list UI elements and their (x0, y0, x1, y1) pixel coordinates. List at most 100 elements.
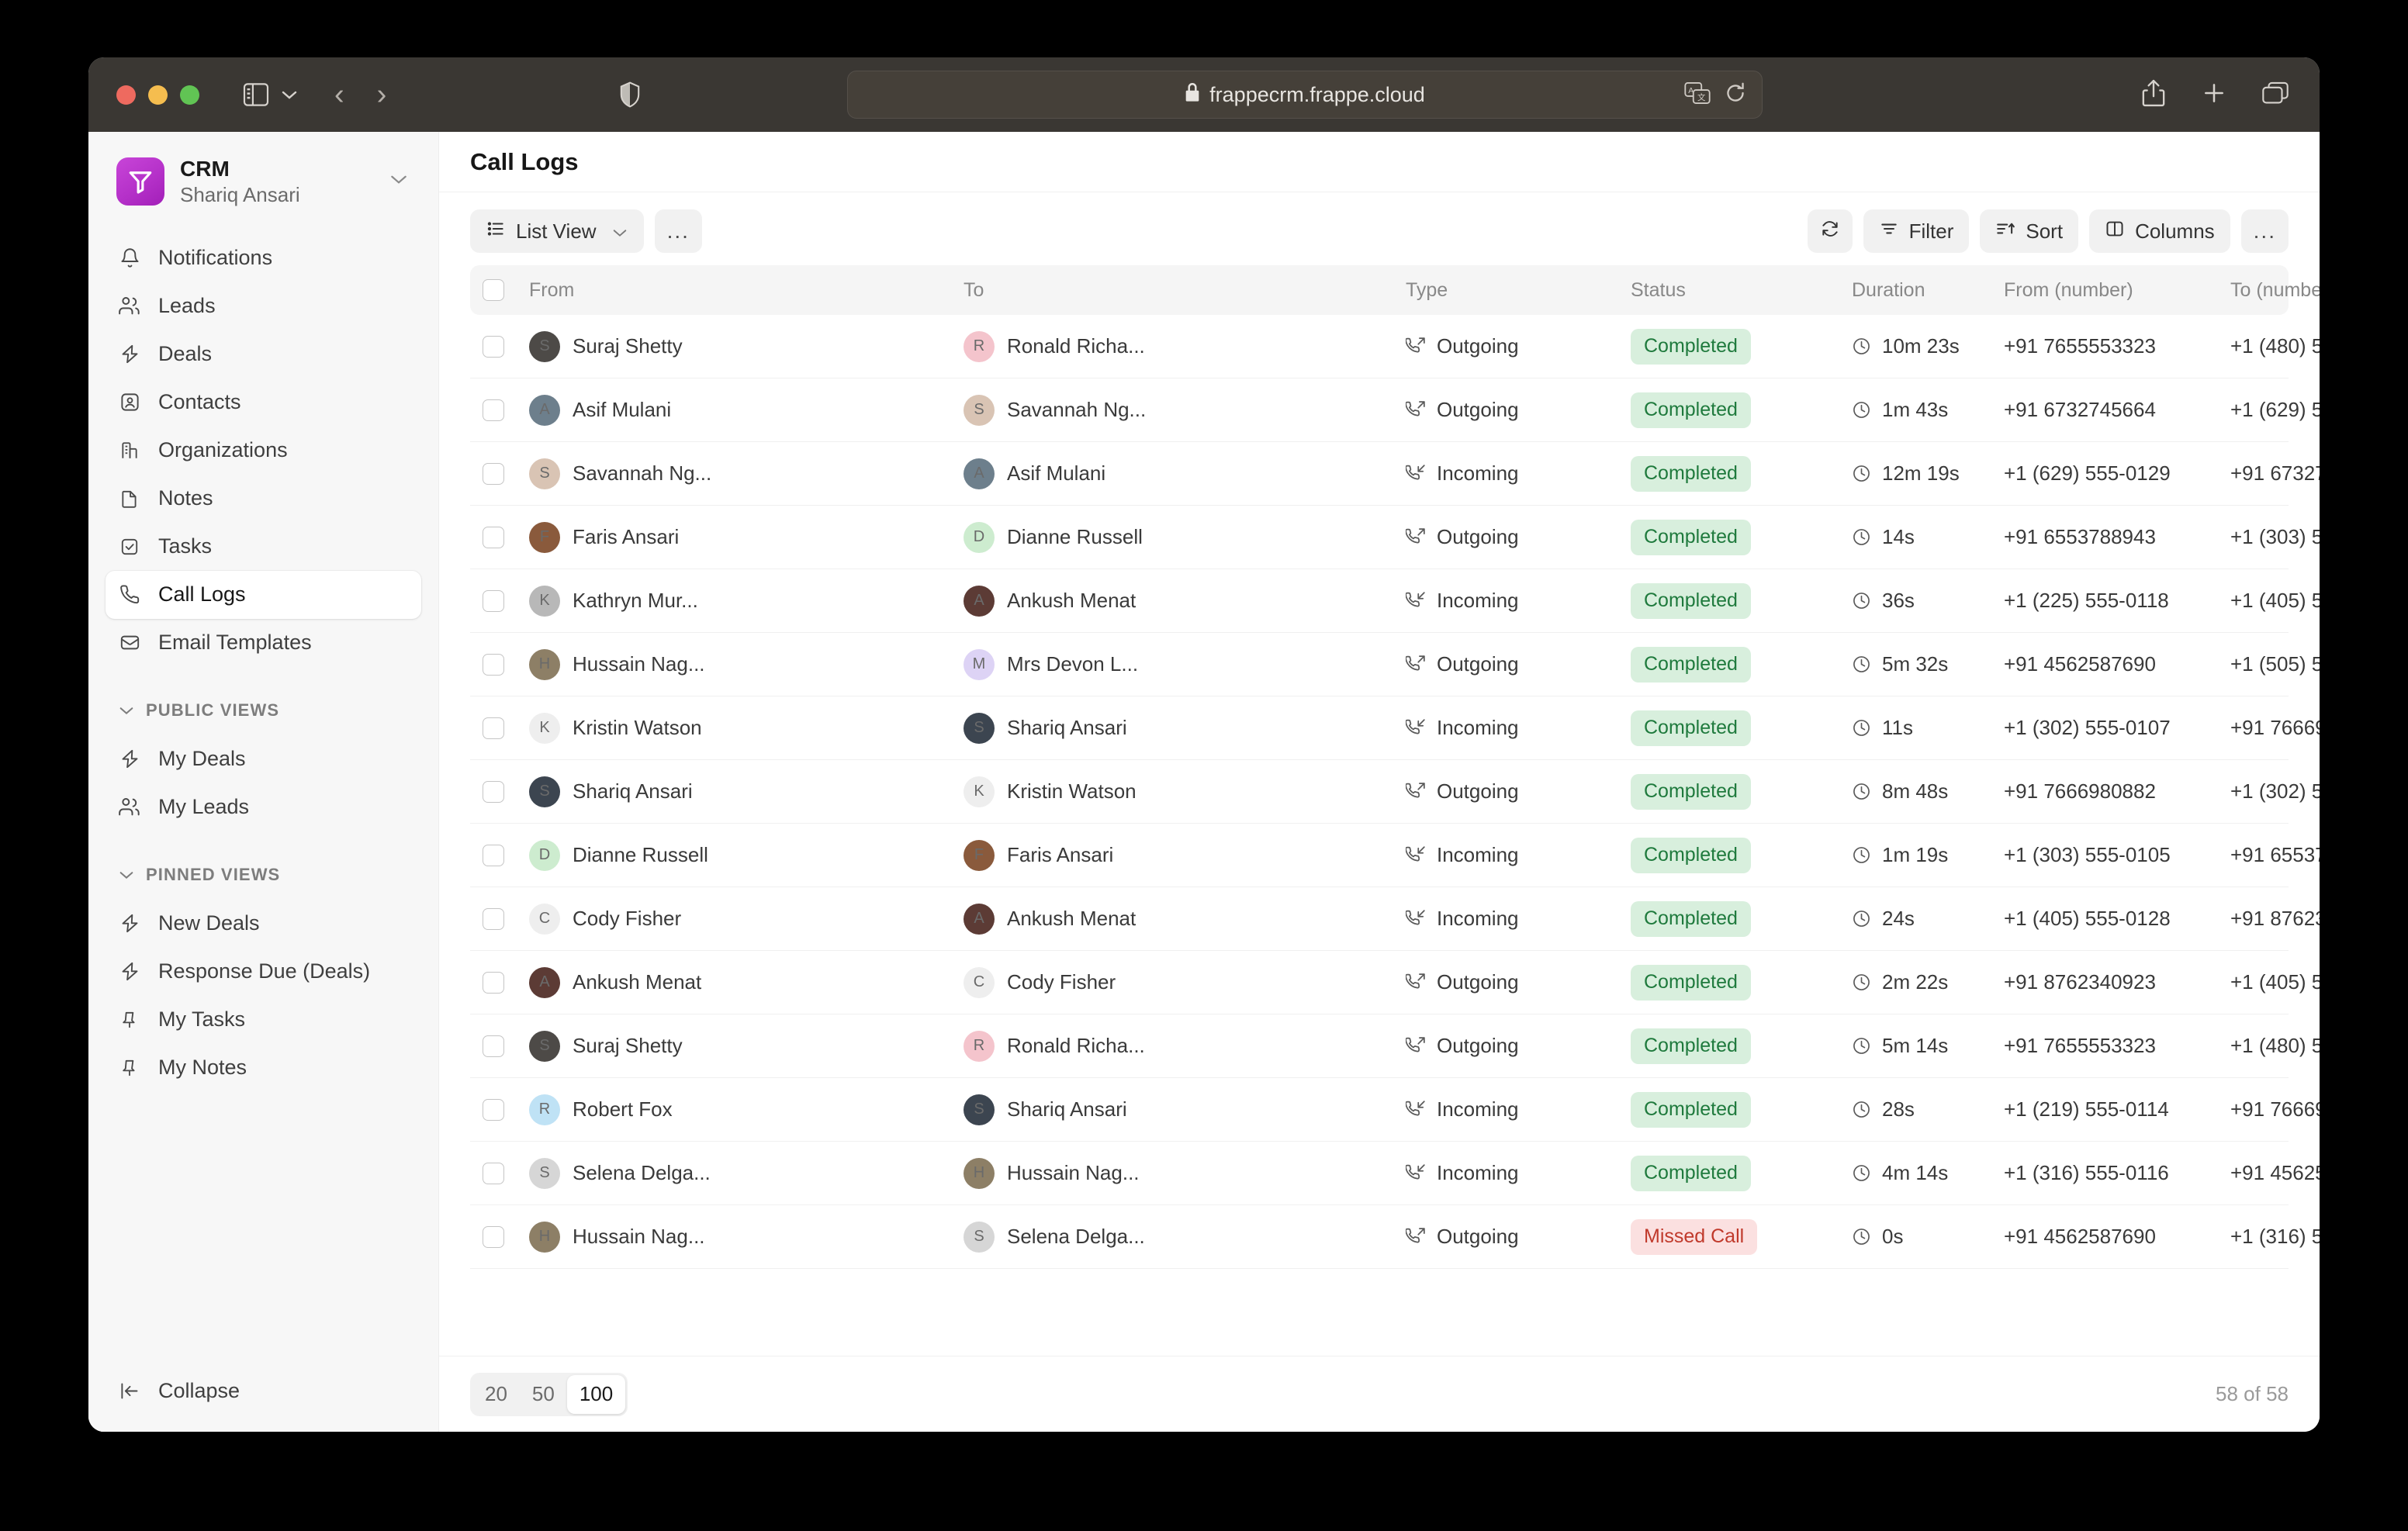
row-checkbox[interactable] (483, 717, 504, 739)
cell-to[interactable]: A Ankush Menat (964, 903, 1406, 935)
cell-to[interactable]: S Shariq Ansari (964, 712, 1406, 744)
row-checkbox[interactable] (483, 1035, 504, 1057)
row-checkbox[interactable] (483, 399, 504, 421)
sidebar-item-call-logs[interactable]: Call Logs (106, 570, 421, 619)
cell-to[interactable]: H Hussain Nag... (964, 1157, 1406, 1189)
public-views-section-header[interactable]: PUBLIC VIEWS (106, 690, 421, 731)
cell-from[interactable]: A Asif Mulani (529, 394, 964, 426)
row-checkbox[interactable] (483, 907, 504, 930)
filter-button[interactable]: Filter (1863, 209, 1970, 253)
page-size-100[interactable]: 100 (566, 1374, 626, 1414)
table-row[interactable]: S Savannah Ng... A Asif Mulani Incoming Compl… (470, 442, 2320, 506)
cell-to[interactable]: S Savannah Ng... (964, 394, 1406, 426)
table-row[interactable]: K Kathryn Mur... A Ankush Menat Incoming Comp… (470, 569, 2320, 633)
table-row[interactable]: H Hussain Nag... M Mrs Devon L... Outgoing Co… (470, 633, 2320, 696)
sidebar-item-email-templates[interactable]: Email Templates (106, 619, 421, 667)
forward-arrow-icon[interactable]: › (376, 78, 387, 111)
maximize-window-button[interactable] (180, 85, 199, 105)
list-view-more-button[interactable]: ... (654, 209, 702, 253)
sidebar-item-contacts[interactable]: Contacts (106, 378, 421, 427)
page-size-50[interactable]: 50 (520, 1375, 567, 1414)
table-row[interactable]: R Robert Fox S Shariq Ansari Incoming Complet… (470, 1078, 2320, 1142)
sidebar-item-my-notes[interactable]: My Notes (106, 1044, 421, 1092)
shield-icon[interactable] (619, 81, 641, 108)
cell-from[interactable]: H Hussain Nag... (529, 648, 964, 680)
row-checkbox[interactable] (483, 1225, 504, 1248)
cell-from[interactable]: H Hussain Nag... (529, 1221, 964, 1253)
table-row[interactable]: H Hussain Nag... S Selena Delga... Outgoing M… (470, 1205, 2320, 1269)
cell-from[interactable]: C Cody Fisher (529, 903, 964, 935)
table-row[interactable]: F Faris Ansari D Dianne Russell Outgoing Comp… (470, 506, 2320, 569)
plus-icon[interactable] (2202, 81, 2226, 109)
cell-from[interactable]: S Shariq Ansari (529, 776, 964, 807)
cell-from[interactable]: K Kristin Watson (529, 712, 964, 744)
cell-to[interactable]: S Selena Delga... (964, 1221, 1406, 1253)
sidebar-item-organizations[interactable]: Organizations (106, 427, 421, 475)
column-header-to-number[interactable]: To (number) (2230, 278, 2320, 301)
sidebar-item-tasks[interactable]: Tasks (106, 523, 421, 571)
sidebar-item-notifications[interactable]: Notifications (106, 234, 421, 282)
refresh-button[interactable] (1807, 209, 1853, 253)
minimize-window-button[interactable] (148, 85, 168, 105)
sidebar-item-new-deals[interactable]: New Deals (106, 900, 421, 948)
sort-button[interactable]: Sort (1980, 209, 2079, 253)
cell-to[interactable]: M Mrs Devon L... (964, 648, 1406, 680)
sidebar-item-notes[interactable]: Notes (106, 475, 421, 523)
table-row[interactable]: A Asif Mulani S Savannah Ng... Outgoing Compl… (470, 378, 2320, 442)
column-header-from[interactable]: From (529, 278, 575, 301)
column-header-status[interactable]: Status (1631, 278, 1686, 301)
page-size-20[interactable]: 20 (472, 1375, 520, 1414)
pinned-views-section-header[interactable]: PINNED VIEWS (106, 855, 421, 895)
cell-to[interactable]: A Asif Mulani (964, 458, 1406, 489)
row-checkbox[interactable] (483, 780, 504, 803)
sidebar-item-response-due-deals[interactable]: Response Due (Deals) (106, 948, 421, 996)
collapse-sidebar-button[interactable]: Collapse (106, 1367, 421, 1415)
cell-to[interactable]: S Shariq Ansari (964, 1094, 1406, 1125)
cell-from[interactable]: S Savannah Ng... (529, 458, 964, 489)
row-checkbox[interactable] (483, 589, 504, 612)
select-all-checkbox[interactable] (483, 279, 504, 301)
cell-from[interactable]: S Suraj Shetty (529, 1030, 964, 1062)
sidebar-toggle-icon[interactable] (243, 83, 269, 106)
column-header-to[interactable]: To (964, 278, 984, 301)
cell-from[interactable]: D Dianne Russell (529, 839, 964, 871)
sidebar-item-leads[interactable]: Leads (106, 282, 421, 330)
cell-to[interactable]: K Kristin Watson (964, 776, 1406, 807)
chevron-down-icon[interactable] (280, 85, 299, 105)
table-row[interactable]: S Shariq Ansari K Kristin Watson Outgoing Com… (470, 760, 2320, 824)
cell-from[interactable]: R Robert Fox (529, 1094, 964, 1125)
table-row[interactable]: S Suraj Shetty R Ronald Richa... Outgoing Com… (470, 1014, 2320, 1078)
cell-to[interactable]: A Ankush Menat (964, 585, 1406, 617)
sidebar-item-my-deals[interactable]: My Deals (106, 735, 421, 783)
row-checkbox[interactable] (483, 462, 504, 485)
cell-to[interactable]: F Faris Ansari (964, 839, 1406, 871)
sidebar-item-my-tasks[interactable]: My Tasks (106, 996, 421, 1044)
cell-to[interactable]: C Cody Fisher (964, 966, 1406, 998)
table-row[interactable]: C Cody Fisher A Ankush Menat Incoming Complet… (470, 887, 2320, 951)
table-row[interactable]: A Ankush Menat C Cody Fisher Outgoing Complet… (470, 951, 2320, 1014)
cell-from[interactable]: K Kathryn Mur... (529, 585, 964, 617)
table-row[interactable]: D Dianne Russell F Faris Ansari Incoming Comp… (470, 824, 2320, 887)
row-checkbox[interactable] (483, 1162, 504, 1184)
table-row[interactable]: S Suraj Shetty R Ronald Richa... Outgoing Com… (470, 315, 2320, 378)
column-header-duration[interactable]: Duration (1852, 278, 1925, 301)
cell-to[interactable]: R Ronald Richa... (964, 1030, 1406, 1062)
reload-icon[interactable] (1725, 81, 1746, 109)
list-more-options-button[interactable]: ... (2240, 209, 2289, 253)
columns-button[interactable]: Columns (2089, 209, 2230, 253)
address-bar[interactable]: frappecrm.frappe.cloud A 文 (847, 71, 1763, 119)
share-icon[interactable] (2141, 79, 2166, 111)
back-arrow-icon[interactable]: ‹ (334, 78, 344, 111)
row-checkbox[interactable] (483, 1098, 504, 1121)
table-row[interactable]: K Kristin Watson S Shariq Ansari Incoming Com… (470, 696, 2320, 760)
row-checkbox[interactable] (483, 844, 504, 866)
column-header-from-number[interactable]: From (number) (2004, 278, 2133, 301)
sidebar-item-my-leads[interactable]: My Leads (106, 783, 421, 831)
cell-to[interactable]: R Ronald Richa... (964, 330, 1406, 362)
close-window-button[interactable] (116, 85, 136, 105)
row-checkbox[interactable] (483, 653, 504, 676)
cell-from[interactable]: F Faris Ansari (529, 521, 964, 553)
sidebar-item-deals[interactable]: Deals (106, 330, 421, 378)
list-view-selector[interactable]: List View (470, 209, 644, 253)
cell-to[interactable]: D Dianne Russell (964, 521, 1406, 553)
